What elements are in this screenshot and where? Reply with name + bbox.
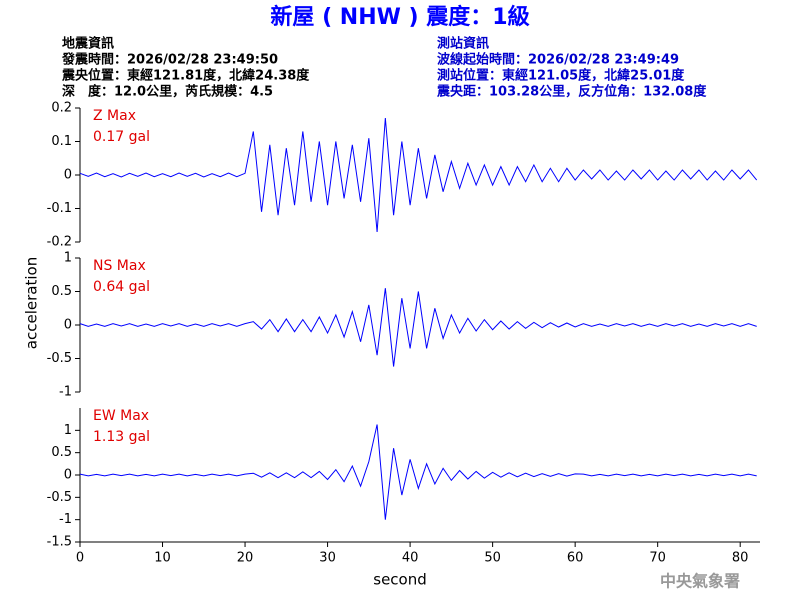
info-text: 震央位置：東經121.81度，北緯24.38度 bbox=[61, 68, 310, 84]
max-annotation: EW Max bbox=[93, 408, 149, 424]
watermark: 中央氣象署 bbox=[660, 572, 740, 591]
chart-title: 新屋 ( NHW ) 震度：1級 bbox=[270, 4, 529, 30]
y-tick-label: 0 bbox=[64, 318, 72, 333]
info-text: 測站資訊 bbox=[437, 36, 489, 52]
max-annotation: 0.64 gal bbox=[93, 279, 150, 295]
y-tick-label: -0.1 bbox=[47, 201, 72, 216]
y-tick-label: -1 bbox=[59, 385, 72, 400]
x-tick-label: 80 bbox=[732, 551, 749, 566]
max-annotation: 1.13 gal bbox=[93, 429, 150, 445]
x-tick-label: 60 bbox=[567, 551, 584, 566]
x-axis-label: second bbox=[373, 571, 427, 589]
max-annotation: NS Max bbox=[93, 258, 146, 274]
x-tick-label: 10 bbox=[154, 551, 171, 566]
info-text: 地震資訊 bbox=[62, 36, 114, 52]
x-tick-label: 50 bbox=[484, 551, 501, 566]
x-tick-label: 30 bbox=[319, 551, 336, 566]
max-annotation: 0.17 gal bbox=[93, 129, 150, 145]
info-text: 震央距：103.28公里，反方位角：132.08度 bbox=[436, 84, 707, 100]
y-tick-label: 0.5 bbox=[51, 284, 72, 299]
x-tick-label: 20 bbox=[237, 551, 254, 566]
y-tick-label: -0.5 bbox=[47, 351, 72, 366]
waveform bbox=[79, 288, 757, 367]
y-tick-label: -1.5 bbox=[47, 535, 72, 550]
y-tick-label: -1 bbox=[59, 512, 72, 527]
y-tick-label: 0.2 bbox=[51, 101, 72, 116]
y-tick-label: 0 bbox=[64, 168, 72, 183]
waveform bbox=[79, 118, 758, 232]
y-tick-label: -0.2 bbox=[47, 235, 72, 250]
y-tick-label: 1 bbox=[64, 251, 72, 266]
max-annotation: Z Max bbox=[93, 108, 136, 124]
y-axis-label: acceleration bbox=[23, 257, 41, 349]
y-tick-label: 1 bbox=[64, 423, 72, 438]
info-text: 發震時間：2026/02/28 23:49:50 bbox=[61, 52, 278, 68]
x-tick-label: 0 bbox=[76, 551, 84, 566]
y-tick-label: 0.1 bbox=[51, 134, 72, 149]
x-tick-label: 40 bbox=[402, 551, 419, 566]
info-text: 深 度：12.0公里，芮氏規模：4.5 bbox=[62, 84, 273, 100]
y-tick-label: -0.5 bbox=[47, 490, 72, 505]
waveform bbox=[79, 424, 757, 520]
info-text: 波線起始時間：2026/02/28 23:49:49 bbox=[437, 52, 679, 68]
y-tick-label: 0 bbox=[64, 468, 72, 483]
y-tick-label: 0.5 bbox=[51, 445, 72, 460]
x-tick-label: 70 bbox=[649, 551, 666, 566]
info-text: 測站位置：東經121.05度，北緯25.01度 bbox=[437, 68, 685, 84]
